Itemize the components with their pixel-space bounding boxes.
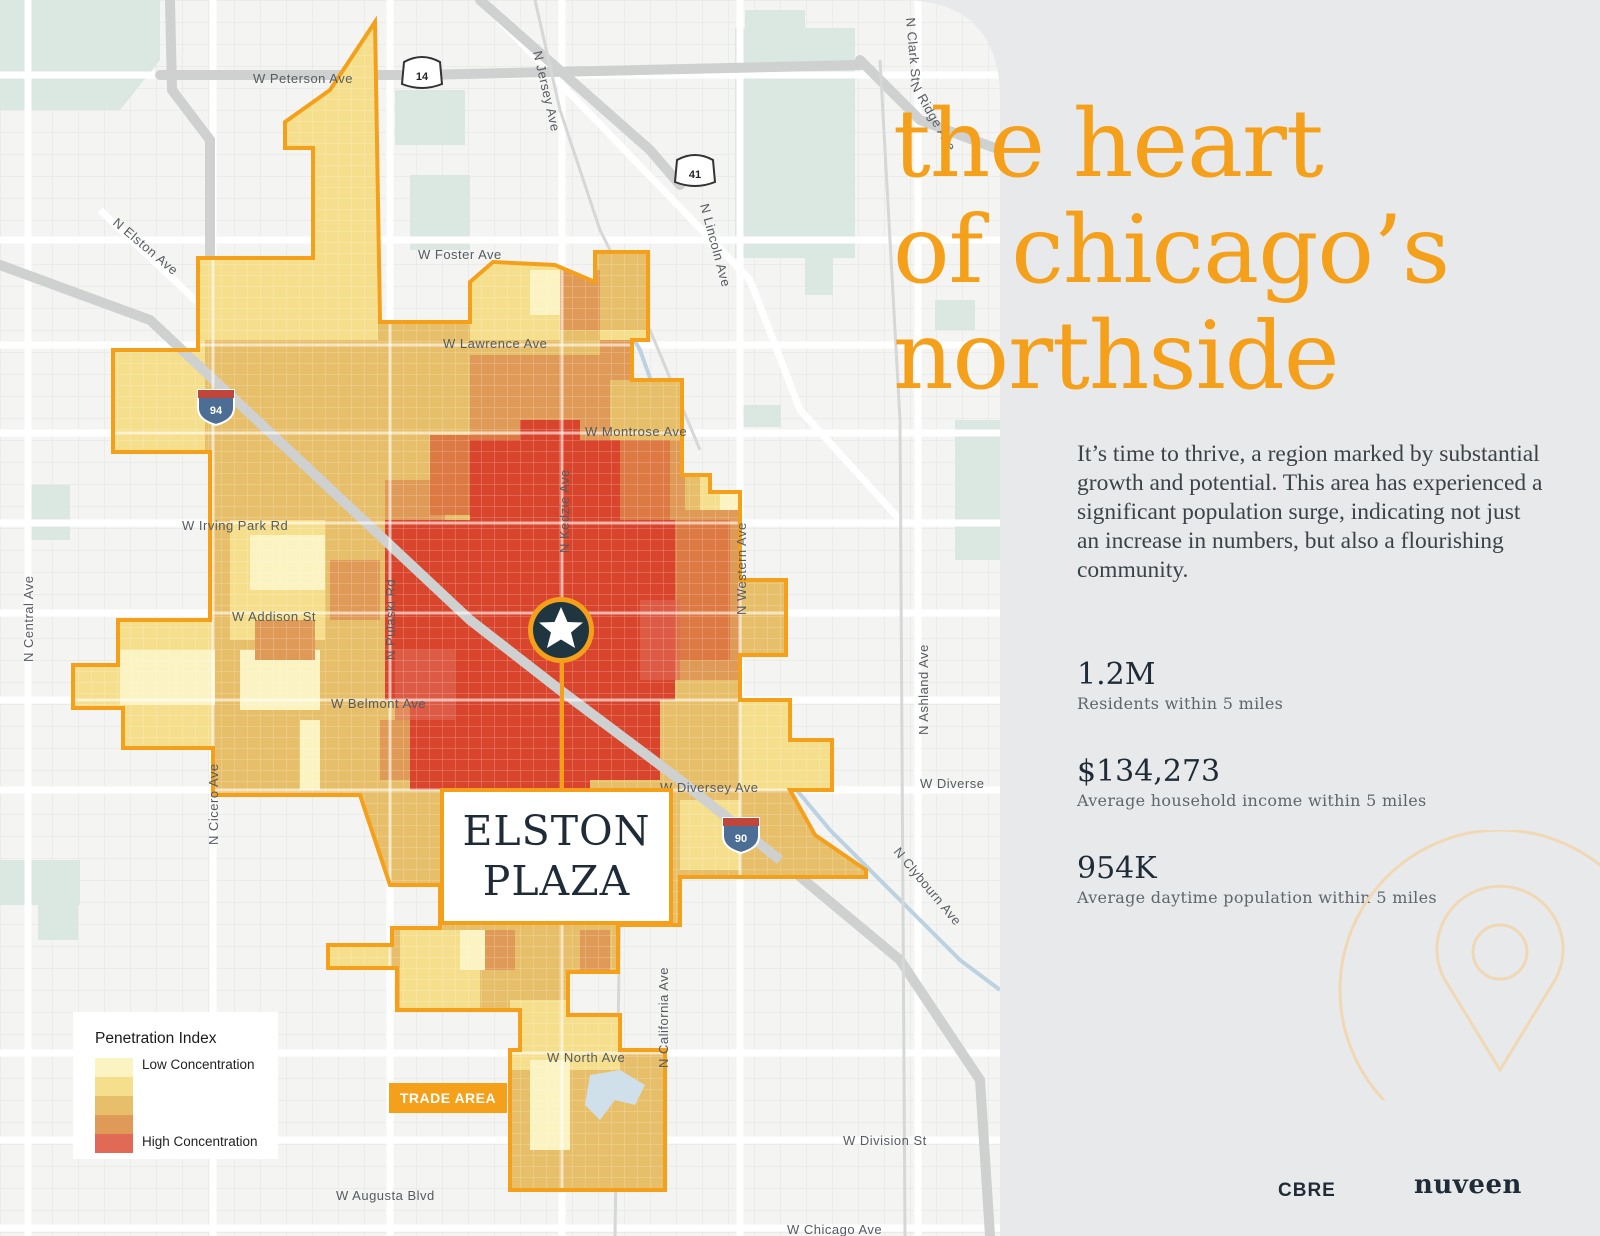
svg-text:94: 94 [210, 405, 223, 417]
stat-value: 954K [1077, 851, 1157, 886]
svg-text:N Clark St: N Clark St [903, 17, 924, 82]
svg-text:41: 41 [689, 169, 701, 181]
stat-label: Average daytime population within 5 mile… [1077, 888, 1437, 907]
stat-household-income: $134,273 Average household income within… [1077, 754, 1427, 812]
svg-text:N Pulaski Rd: N Pulaski Rd [383, 579, 398, 660]
trade-area-badge: TRADE AREA [389, 1083, 507, 1113]
svg-text:N Cicero Ave: N Cicero Ave [206, 763, 221, 845]
stat-value: $134,273 [1077, 754, 1221, 789]
svg-text:W Augusta Blvd: W Augusta Blvd [336, 1188, 435, 1203]
legend-low-label: Low Concentration [142, 1057, 255, 1072]
intro-paragraph: It’s time to thrive, a region marked by … [1077, 441, 1543, 583]
svg-text:N California Ave: N California Ave [656, 967, 671, 1068]
legend-swatch [95, 1058, 133, 1077]
us-14-shield-icon: 14 [400, 56, 444, 89]
svg-text:N Central Ave: N Central Ave [21, 576, 36, 662]
svg-text:W Foster Ave: W Foster Ave [418, 247, 502, 262]
headline-line-3: northside [893, 302, 1340, 411]
svg-text:W Diversey Ave: W Diversey Ave [660, 780, 759, 795]
legend-swatch [95, 1115, 133, 1134]
stat-label: Average household income within 5 miles [1077, 791, 1427, 810]
svg-text:W Division St: W Division St [843, 1133, 927, 1148]
svg-text:W Diverse: W Diverse [920, 776, 984, 791]
stat-value: 1.2M [1077, 657, 1156, 692]
stat-label: Residents within 5 miles [1077, 694, 1284, 713]
interstate-90-shield-icon: 90 [722, 817, 760, 855]
stat-residents: 1.2M Residents within 5 miles [1077, 657, 1283, 715]
headline-line-1: the heart [893, 90, 1324, 199]
us-41-shield-icon: 41 [673, 154, 717, 187]
legend-title: Penetration Index [95, 1030, 217, 1047]
legend-swatch [95, 1096, 133, 1115]
legend-high-label: High Concentration [142, 1134, 258, 1149]
property-label[interactable]: ELSTON PLAZA [440, 788, 673, 925]
svg-text:N Kedzie Ave: N Kedzie Ave [557, 469, 572, 553]
legend-swatch [95, 1077, 133, 1096]
trade-area-map: 14 41 94 90 W Peterson Ave W Foster Ave … [0, 0, 1000, 1236]
svg-text:N Western Ave: N Western Ave [734, 522, 749, 615]
property-name-line-2: PLAZA [482, 857, 631, 905]
svg-text:W Belmont Ave: W Belmont Ave [331, 696, 426, 711]
svg-text:N Ashland Ave: N Ashland Ave [916, 644, 931, 735]
svg-text:W Lawrence Ave: W Lawrence Ave [443, 336, 547, 351]
svg-text:W Peterson Ave: W Peterson Ave [253, 71, 353, 86]
svg-text:90: 90 [735, 833, 747, 845]
svg-text:W Chicago Ave: W Chicago Ave [787, 1222, 882, 1236]
svg-text:W Addison St: W Addison St [232, 609, 316, 624]
svg-text:W Irving Park Rd: W Irving Park Rd [182, 518, 288, 533]
svg-text:14: 14 [416, 71, 429, 83]
svg-text:W Montrose Ave: W Montrose Ave [585, 424, 687, 439]
location-pin-icon [1338, 830, 1600, 1100]
legend-swatch [95, 1134, 133, 1153]
svg-text:W North Ave: W North Ave [547, 1050, 625, 1065]
cbre-logo: CBRE [1278, 1180, 1336, 1201]
property-name-line-1: ELSTON [462, 807, 651, 855]
headline: the heart of chicago’s northside [893, 90, 1450, 411]
stat-daytime-population: 954K Average daytime population within 5… [1077, 851, 1437, 909]
headline-line-2: of chicago’s [893, 196, 1450, 305]
nuveen-logo: nuveen [1414, 1170, 1522, 1200]
penetration-index-legend: Penetration Index Low Concentration High… [73, 1012, 278, 1159]
star-marker-icon[interactable] [528, 597, 594, 663]
interstate-94-shield-icon: 94 [197, 389, 235, 427]
